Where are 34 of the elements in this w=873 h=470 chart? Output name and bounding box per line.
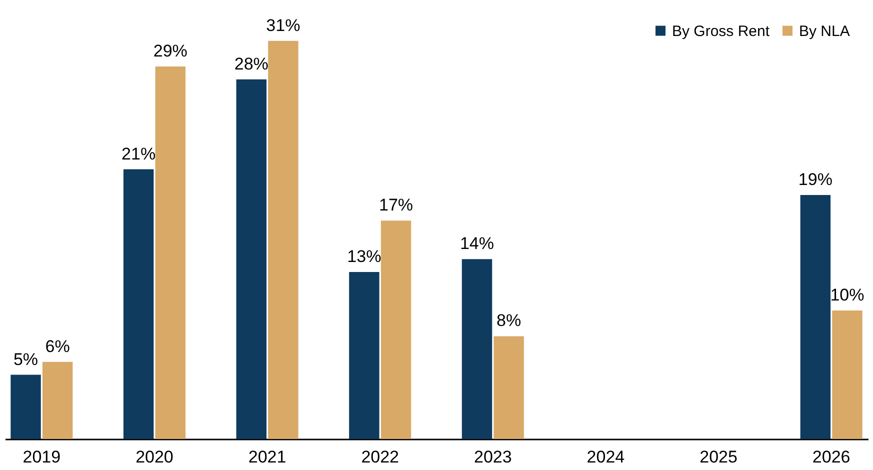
data-label: 13% — [347, 247, 382, 266]
data-label: 8% — [496, 311, 522, 330]
bar — [268, 40, 298, 439]
bar — [10, 374, 41, 439]
data-label: 21% — [122, 144, 156, 164]
data-label: 6% — [45, 336, 70, 356]
data-label: 31% — [266, 16, 300, 35]
bar — [494, 336, 524, 439]
x-tick-label: 2020 — [136, 448, 174, 466]
x-tick-label: 2024 — [586, 448, 625, 466]
data-label: 14% — [460, 234, 494, 254]
x-tick-label: 2021 — [248, 448, 286, 466]
data-label: 10% — [830, 286, 864, 305]
bar — [800, 194, 831, 439]
legend-label: By NLA — [799, 22, 850, 40]
x-tick-label: 2019 — [22, 448, 61, 466]
bar — [155, 66, 186, 439]
x-tick-label: 2022 — [361, 448, 400, 466]
x-tick-label: 2023 — [474, 448, 512, 466]
bar — [236, 79, 266, 439]
bar — [42, 362, 73, 439]
data-label: 29% — [153, 42, 188, 61]
data-label: 17% — [378, 196, 414, 215]
x-tick-label: 2025 — [700, 448, 738, 466]
bar — [349, 272, 380, 439]
bar — [123, 169, 154, 439]
bar — [832, 310, 862, 439]
data-label: 19% — [798, 170, 832, 189]
x-tick-label: 2026 — [812, 448, 850, 466]
bar — [462, 259, 492, 439]
data-label: 28% — [234, 54, 268, 74]
data-label: 5% — [13, 350, 38, 369]
legend-label: By Gross Rent — [672, 22, 770, 40]
bar — [380, 220, 412, 439]
